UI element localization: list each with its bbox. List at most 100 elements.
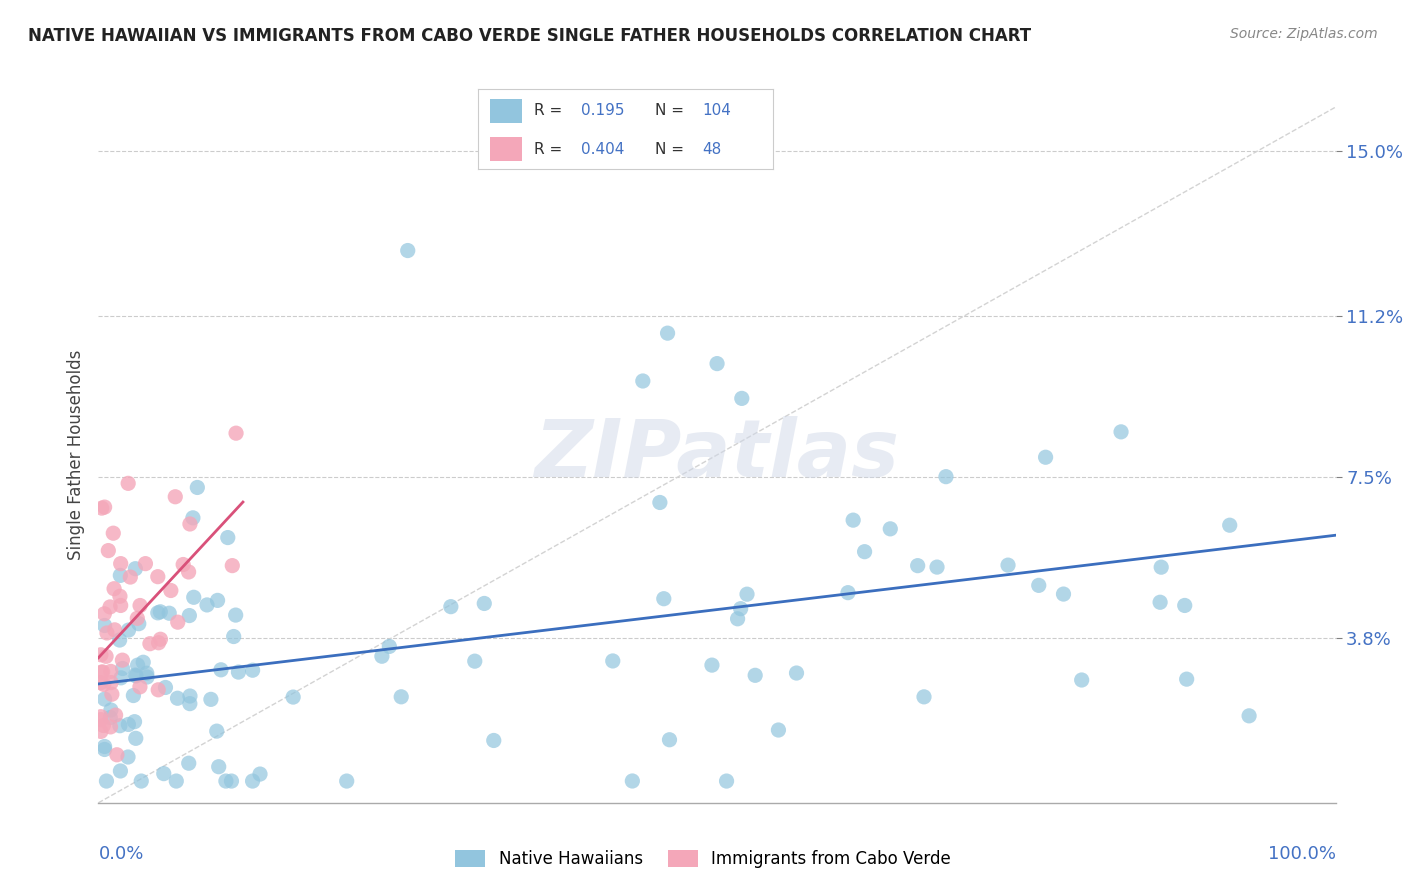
Point bbox=[132, 655, 155, 669]
Point bbox=[706, 357, 728, 371]
Point bbox=[249, 767, 271, 781]
Point bbox=[652, 591, 675, 606]
Point bbox=[90, 709, 112, 723]
Point bbox=[148, 682, 170, 697]
Text: 0.0%: 0.0% bbox=[98, 845, 143, 863]
Point bbox=[181, 511, 204, 525]
Point bbox=[186, 480, 208, 494]
Point bbox=[129, 599, 152, 613]
Point bbox=[90, 675, 112, 690]
Point bbox=[200, 692, 222, 706]
Point bbox=[768, 723, 790, 737]
Point bbox=[110, 764, 132, 778]
Point bbox=[172, 558, 194, 572]
Point bbox=[786, 666, 808, 681]
Text: ZIPatlas: ZIPatlas bbox=[534, 416, 900, 494]
Text: N =: N = bbox=[655, 142, 685, 157]
Point bbox=[165, 490, 187, 504]
Point bbox=[93, 677, 115, 691]
Point bbox=[128, 616, 150, 631]
Point bbox=[205, 724, 228, 739]
Point bbox=[122, 689, 145, 703]
Point bbox=[100, 703, 122, 717]
Point bbox=[97, 543, 120, 558]
Point bbox=[727, 612, 749, 626]
Point bbox=[103, 582, 125, 596]
Point bbox=[730, 601, 752, 615]
Point bbox=[117, 623, 139, 637]
Point bbox=[1219, 518, 1241, 533]
Point bbox=[716, 774, 738, 789]
Point bbox=[482, 733, 505, 747]
Point bbox=[912, 690, 935, 704]
Point bbox=[93, 742, 115, 756]
Point bbox=[842, 513, 865, 527]
Point bbox=[440, 599, 463, 614]
Point bbox=[110, 568, 132, 582]
Point bbox=[90, 724, 112, 739]
Point bbox=[98, 710, 121, 724]
Point bbox=[120, 570, 142, 584]
Point bbox=[127, 611, 149, 625]
Point bbox=[1175, 672, 1198, 686]
Legend: Native Hawaiians, Immigrants from Cabo Verde: Native Hawaiians, Immigrants from Cabo V… bbox=[449, 843, 957, 875]
Point bbox=[111, 653, 134, 667]
Text: N =: N = bbox=[655, 103, 685, 119]
Point bbox=[648, 495, 671, 509]
Point bbox=[907, 558, 929, 573]
Point bbox=[152, 766, 174, 780]
Point bbox=[228, 665, 250, 679]
Point bbox=[336, 774, 359, 789]
Point bbox=[177, 756, 200, 771]
Point bbox=[110, 671, 132, 685]
Point bbox=[183, 591, 205, 605]
Point bbox=[925, 560, 948, 574]
Text: 48: 48 bbox=[703, 142, 721, 157]
Point bbox=[853, 544, 876, 558]
Point bbox=[731, 392, 754, 406]
Point bbox=[221, 774, 243, 789]
Point bbox=[90, 713, 112, 727]
Point bbox=[139, 637, 162, 651]
Point bbox=[1150, 560, 1173, 574]
Point bbox=[93, 718, 115, 732]
Point bbox=[160, 583, 183, 598]
Point bbox=[108, 633, 131, 648]
Point bbox=[93, 739, 115, 754]
Point bbox=[96, 774, 118, 789]
Point bbox=[1109, 425, 1132, 439]
Point bbox=[225, 426, 247, 441]
Point bbox=[111, 661, 134, 675]
Point bbox=[124, 562, 146, 576]
Text: 0.195: 0.195 bbox=[582, 103, 624, 119]
Point bbox=[208, 760, 231, 774]
Point bbox=[93, 618, 115, 632]
Point bbox=[93, 607, 115, 621]
FancyBboxPatch shape bbox=[489, 99, 523, 123]
Point bbox=[117, 717, 139, 731]
Point bbox=[195, 598, 218, 612]
Point bbox=[221, 558, 243, 573]
Point bbox=[108, 719, 131, 733]
Point bbox=[602, 654, 624, 668]
Text: NATIVE HAWAIIAN VS IMMIGRANTS FROM CABO VERDE SINGLE FATHER HOUSEHOLDS CORRELATI: NATIVE HAWAIIAN VS IMMIGRANTS FROM CABO … bbox=[28, 27, 1031, 45]
Point bbox=[179, 689, 201, 703]
Point bbox=[179, 516, 201, 531]
Point bbox=[124, 714, 146, 729]
Point bbox=[104, 708, 127, 723]
Point bbox=[136, 670, 159, 684]
Point bbox=[149, 605, 172, 619]
Point bbox=[103, 526, 125, 541]
Point bbox=[396, 244, 419, 258]
Point bbox=[104, 623, 127, 637]
Point bbox=[124, 668, 146, 682]
Text: 0.404: 0.404 bbox=[582, 142, 624, 157]
Point bbox=[100, 720, 122, 734]
Point bbox=[155, 681, 177, 695]
Point bbox=[1237, 708, 1260, 723]
Point bbox=[242, 774, 264, 789]
Point bbox=[472, 597, 495, 611]
Point bbox=[179, 697, 201, 711]
Point bbox=[127, 658, 149, 673]
Point bbox=[110, 599, 132, 613]
